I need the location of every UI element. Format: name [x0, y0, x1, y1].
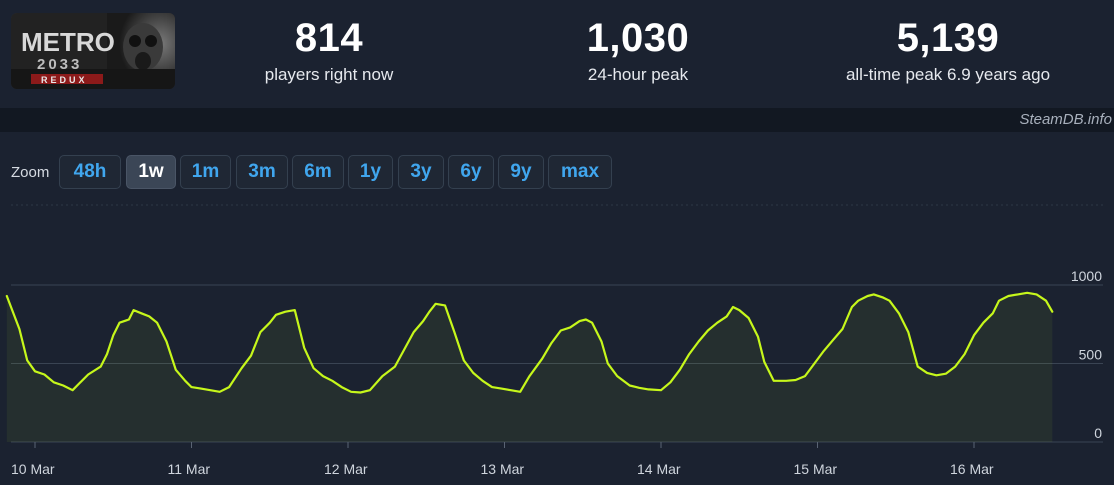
zoom-3m-button[interactable]: 3m [236, 155, 288, 189]
game-logo[interactable]: METRO 2033 REDUX [11, 13, 175, 89]
series-area [6, 292, 1053, 442]
zoom-1w-button[interactable]: 1w [126, 155, 176, 189]
stats-header: METRO 2033 REDUX 814 players right now 1… [0, 0, 1114, 108]
credit-bar: SteamDB.info [0, 108, 1114, 132]
peak-24h-label: 24-hour peak [587, 65, 689, 84]
stat-current-players: 814 players right now [179, 14, 479, 86]
zoom-9y-button[interactable]: 9y [498, 155, 544, 189]
stat-all-time-peak: 5,139 all-time peak 6.9 years ago [798, 14, 1098, 86]
logo-title: METRO [21, 27, 115, 57]
peak-24h-value: 1,030 [586, 16, 690, 60]
x-tick-label: 14 Mar [637, 461, 681, 477]
zoom-label: Zoom [11, 164, 50, 181]
y-tick-label: 500 [1079, 347, 1103, 363]
x-tick-label: 11 Mar [168, 461, 211, 477]
zoom-1y-button[interactable]: 1y [348, 155, 393, 189]
x-tick-label: 13 Mar [481, 461, 525, 477]
current-players-value: 814 [294, 16, 364, 60]
zoom-max-button[interactable]: max [548, 155, 612, 189]
game-logo-art: METRO 2033 REDUX [11, 13, 175, 89]
zoom-1m-button[interactable]: 1m [180, 155, 231, 189]
x-tick-label: 15 Mar [794, 461, 838, 477]
stat-24h-peak: 1,030 24-hour peak [488, 14, 788, 86]
player-count-chart[interactable]: 10 Mar 11 Mar 12 Mar 13 Mar 14 Mar 15 Mar 16 M… [0, 200, 1114, 485]
zoom-3y-button[interactable]: 3y [398, 155, 444, 189]
steamdb-credit-link[interactable]: SteamDB.info [1019, 111, 1112, 128]
y-tick-label: 0 [1094, 425, 1102, 441]
zoom-6y-button[interactable]: 6y [448, 155, 494, 189]
logo-subtitle: 2033 [37, 56, 82, 73]
zoom-48h-button[interactable]: 48h [59, 155, 121, 189]
player-count-series-line [5, 291, 1054, 394]
all-time-peak-label: all-time peak 6.9 years ago [845, 65, 1051, 84]
all-time-peak-value: 5,139 [896, 16, 1000, 60]
x-tick-label: 10 Mar [11, 461, 55, 477]
x-tick-label: 12 Mar [324, 461, 368, 477]
y-tick-label: 1000 [1071, 268, 1102, 284]
current-players-label: players right now [264, 65, 394, 84]
zoom-controls: Zoom 48h 1w 1m 3m 6m 1y 3y 6y 9y max [0, 154, 1114, 190]
logo-badge: REDUX [41, 75, 88, 85]
x-tick-label: 16 Mar [950, 461, 994, 477]
zoom-6m-button[interactable]: 6m [292, 155, 344, 189]
